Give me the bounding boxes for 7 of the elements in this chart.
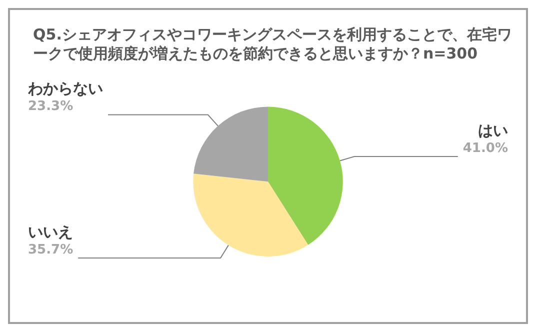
chart-title: Q5.シェアオフィスやコワーキングスペースを利用することで、在宅ワークで使用頻度が増えたものを節約できると思いますか？n=300 xyxy=(33,26,512,62)
slice-label: はい xyxy=(478,122,508,140)
data-label: 35.7% xyxy=(28,242,74,258)
slice-label: わからない xyxy=(27,80,103,98)
slice-label: いいえ xyxy=(28,222,73,241)
data-label: 23.3% xyxy=(28,99,74,114)
data-label: 41.0% xyxy=(462,141,508,156)
